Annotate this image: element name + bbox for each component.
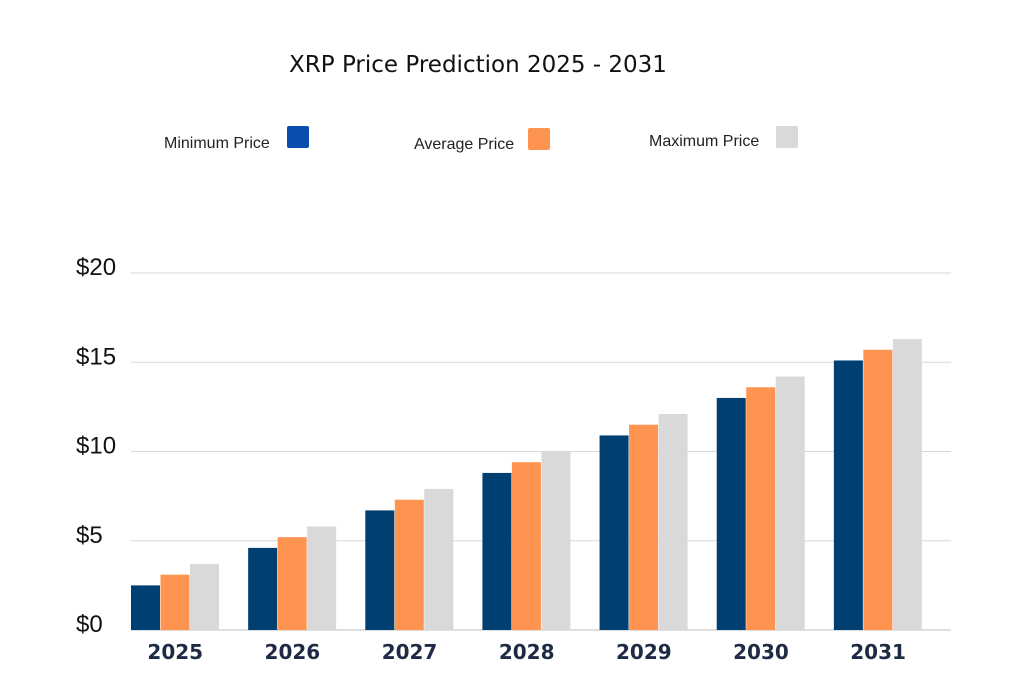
y-tick-label: $20 xyxy=(76,254,116,281)
bar-maximum-price-2026 xyxy=(307,526,337,630)
legend-swatch-average xyxy=(528,128,550,150)
legend-item-maximum: Maximum Price xyxy=(649,126,798,150)
bar-maximum-price-2030 xyxy=(775,376,805,630)
legend-label-maximum: Maximum Price xyxy=(649,133,759,150)
y-tick-label: $10 xyxy=(76,433,116,460)
legend: Minimum Price Average Price Maximum Pric… xyxy=(164,126,798,153)
bar-minimum-price-2030 xyxy=(716,397,746,630)
y-tick-label: $5 xyxy=(76,522,103,549)
bar-maximum-price-2028 xyxy=(541,451,571,630)
legend-item-average: Average Price xyxy=(414,128,550,153)
legend-swatch-maximum xyxy=(776,126,798,148)
x-tick-label: 2025 xyxy=(147,640,203,664)
bar-maximum-price-2025 xyxy=(190,563,219,630)
bar-average-price-2028 xyxy=(511,462,541,630)
x-tick-label: 2028 xyxy=(499,640,555,664)
y-tick-label: $15 xyxy=(76,343,116,370)
bar-minimum-price-2031 xyxy=(833,360,863,630)
y-tick-label: $0 xyxy=(76,611,103,638)
x-tick-label: 2031 xyxy=(850,640,906,664)
x-tick-label: 2029 xyxy=(616,640,672,664)
chart-title: XRP Price Prediction 2025 - 2031 xyxy=(289,52,667,78)
legend-swatch-minimum xyxy=(287,126,309,148)
bar-maximum-price-2027 xyxy=(424,488,454,630)
bar-average-price-2029 xyxy=(629,424,659,630)
bar-average-price-2025 xyxy=(160,574,190,630)
bar-average-price-2027 xyxy=(394,499,424,630)
bar-minimum-price-2027 xyxy=(365,510,395,630)
x-tick-label: 2027 xyxy=(382,640,438,664)
bar-maximum-price-2029 xyxy=(658,414,688,630)
bar-average-price-2030 xyxy=(746,387,776,630)
bar-minimum-price-2026 xyxy=(248,547,278,630)
bar-maximum-price-2031 xyxy=(892,339,922,630)
bar-average-price-2026 xyxy=(277,537,307,630)
legend-item-minimum: Minimum Price xyxy=(164,126,309,152)
x-axis: 2025 2026 2027 2028 2029 2030 2031 xyxy=(147,640,906,664)
gridlines xyxy=(131,272,951,631)
legend-label-minimum: Minimum Price xyxy=(164,135,270,152)
bars xyxy=(131,339,922,630)
x-tick-label: 2026 xyxy=(265,640,321,664)
bar-minimum-price-2025 xyxy=(131,585,160,630)
bar-minimum-price-2029 xyxy=(599,435,629,630)
legend-label-average: Average Price xyxy=(414,136,514,153)
y-axis: $0 $5 $10 $15 $20 xyxy=(76,254,116,638)
bar-average-price-2031 xyxy=(863,349,893,630)
x-tick-label: 2030 xyxy=(733,640,789,664)
bar-minimum-price-2028 xyxy=(482,472,512,630)
